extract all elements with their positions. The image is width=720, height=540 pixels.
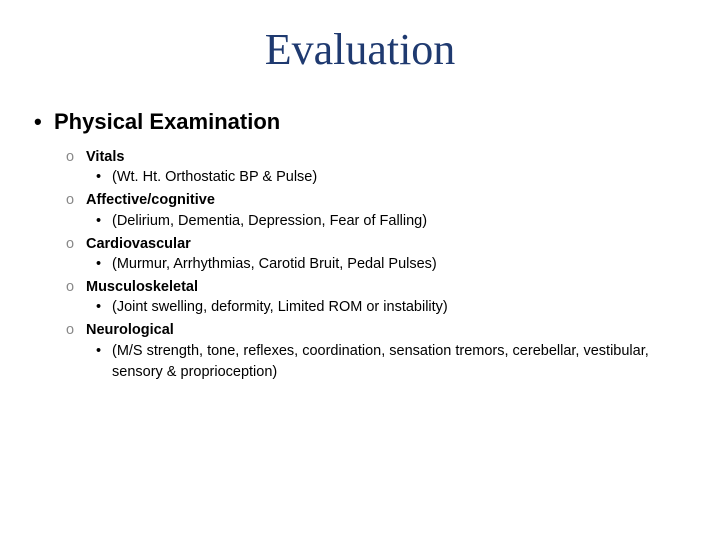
section-label-text: Vitals [86, 149, 124, 165]
section-label-text: Cardiovascular [86, 236, 191, 252]
section-detail: (M/S strength, tone, reflexes, coordinat… [66, 341, 700, 383]
section: o Neurological (M/S strength, tone, reflex… [66, 320, 700, 382]
section-label: o Neurological [66, 320, 700, 340]
section-detail: (Delirium, Dementia, Depression, Fear of… [66, 211, 700, 232]
bullet-o-icon: o [66, 320, 74, 340]
bullet-o-icon: o [66, 147, 74, 167]
section-label: o Cardiovascular [66, 234, 700, 254]
section: o Affective/cognitive (Delirium, Dementia,… [66, 190, 700, 231]
slide-title: Evaluation [0, 24, 720, 75]
section-detail: (Wt. Ht. Orthostatic BP & Pulse) [66, 167, 700, 188]
section: o Cardiovascular (Murmur, Arrhythmias, Car… [66, 234, 700, 275]
section-label: o Affective/cognitive [66, 190, 700, 210]
section-label-text: Affective/cognitive [86, 192, 215, 208]
slide: Evaluation Physical Examination o Vitals (… [0, 24, 720, 540]
section-label-text: Musculoskeletal [86, 279, 198, 295]
section-label: o Vitals [66, 147, 700, 167]
section-detail: (Murmur, Arrhythmias, Carotid Bruit, Ped… [66, 254, 700, 275]
section: o Musculoskeletal (Joint swelling, deformi… [66, 277, 700, 318]
bullet-o-icon: o [66, 277, 74, 297]
sections-list: oVitals(Wt. Ht. Orthostatic BP & Pulse)o… [34, 147, 700, 383]
bullet-o-icon: o [66, 190, 74, 210]
heading-physical-examination: Physical Examination [34, 109, 700, 135]
section-detail: (Joint swelling, deformity, Limited ROM … [66, 297, 700, 318]
bullet-o-icon: o [66, 234, 74, 254]
slide-content: Physical Examination o Vitals (Wt. Ht. Ort… [0, 109, 720, 383]
section-label: o Musculoskeletal [66, 277, 700, 297]
section-label-text: Neurological [86, 322, 174, 338]
section: o Vitals (Wt. Ht. Orthostatic BP & Pulse) [66, 147, 700, 188]
